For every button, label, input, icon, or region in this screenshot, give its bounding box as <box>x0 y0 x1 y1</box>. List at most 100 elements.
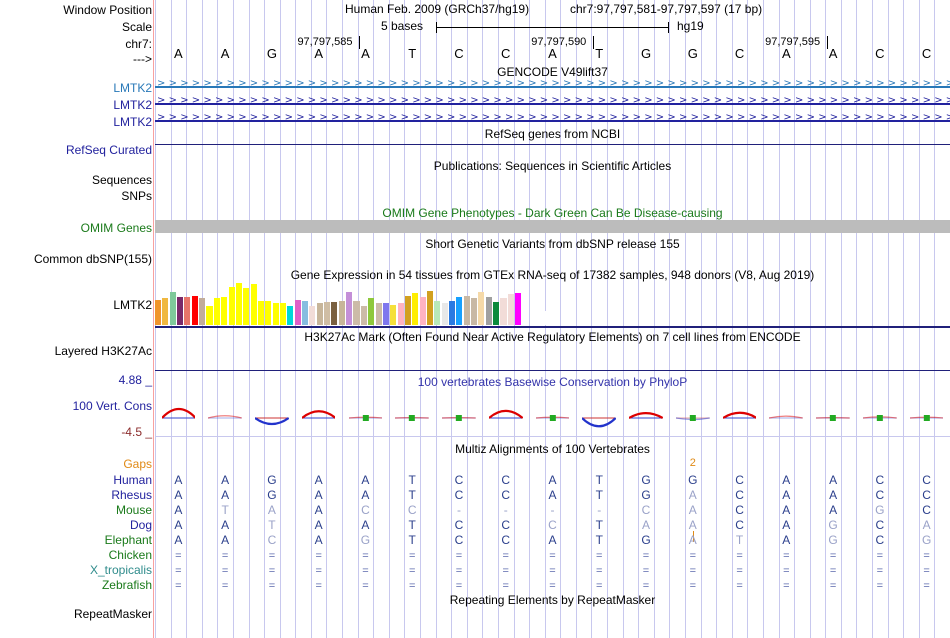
gtex-tissue-bar[interactable] <box>500 298 507 325</box>
gtex-tissue-bar[interactable] <box>243 288 250 325</box>
gtex-tissue-bar[interactable] <box>353 300 360 325</box>
gtex-tissue-bar[interactable] <box>449 300 456 325</box>
gtex-tissue-bar[interactable] <box>360 305 367 325</box>
gtex-tissue-bar[interactable] <box>507 294 514 325</box>
gene-track-row-1[interactable]: > > > > > > > > > > > > > > > > > > > > > > > > > > > > > > > > > > > > > > > >… <box>155 78 950 91</box>
label-cons-name[interactable]: 100 Vert. Cons <box>72 399 152 413</box>
gtex-tissue-bar[interactable] <box>412 293 419 325</box>
gtex-tissue-bar[interactable] <box>368 298 375 325</box>
strand-arrow-icon: > <box>725 112 734 123</box>
gtex-tissue-bar[interactable] <box>537 300 544 325</box>
conservation-arc <box>161 407 196 419</box>
species-label-dog[interactable]: Dog <box>129 518 152 532</box>
strand-arrow-icon: > <box>238 112 247 123</box>
gtex-tissue-bar[interactable] <box>228 286 235 325</box>
label-lmtk2-2[interactable]: LMTK2 <box>113 98 152 112</box>
gtex-tissue-bar[interactable] <box>529 300 536 325</box>
species-label-zebrafish[interactable]: Zebrafish <box>101 578 152 592</box>
gtex-tissue-bar[interactable] <box>191 295 198 325</box>
multiz-unaligned-mark: = <box>268 580 276 592</box>
label-omim-genes[interactable]: OMIM Genes <box>80 221 152 235</box>
multiz-base: C <box>267 533 277 547</box>
gtex-tissue-bar[interactable] <box>279 303 287 325</box>
gridline <box>264 0 265 638</box>
label-common-dbsnp[interactable]: Common dbSNP(155) <box>33 252 152 266</box>
gtex-tissue-bar[interactable] <box>478 291 485 325</box>
gtex-tissue-bar[interactable] <box>324 302 331 325</box>
gtex-tissue-bar[interactable] <box>206 305 213 325</box>
gtex-tissue-bar[interactable] <box>515 293 522 325</box>
gtex-tissue-bar[interactable] <box>522 298 529 325</box>
gtex-tissue-bar[interactable] <box>434 300 441 325</box>
gtex-tissue-bar[interactable] <box>257 300 264 325</box>
species-label-human[interactable]: Human <box>113 473 152 487</box>
gtex-tissue-bar[interactable] <box>162 298 169 325</box>
gtex-tissue-bar[interactable] <box>544 311 551 325</box>
gtex-tissue-bar[interactable] <box>235 283 242 325</box>
label-sequences[interactable]: Sequences <box>91 173 152 187</box>
gtex-tissue-bar[interactable] <box>199 298 206 325</box>
strand-arrow-icon: > <box>934 112 943 123</box>
strand-arrow-icon: > <box>551 78 560 89</box>
gtex-tissue-bar[interactable] <box>294 299 301 325</box>
gtex-tissue-bar[interactable] <box>221 297 228 325</box>
gtex-tissue-bar[interactable] <box>485 297 492 325</box>
gtex-tissue-bar[interactable] <box>302 300 309 325</box>
species-label-mouse[interactable]: Mouse <box>115 503 152 517</box>
strand-arrow-icon: > <box>760 95 769 106</box>
strand-arrow-icon: > <box>528 95 537 106</box>
gtex-tissue-bar[interactable] <box>272 303 279 325</box>
label-refseq-curated[interactable]: RefSeq Curated <box>65 143 152 157</box>
gtex-tissue-bar[interactable] <box>169 291 176 325</box>
strand-arrow-icon: > <box>481 112 491 123</box>
multiz-base: G <box>921 533 932 547</box>
title-multiz: Multiz Alignments of 100 Vertebrates <box>455 442 650 456</box>
gene-track-row-3[interactable]: > > > > > > > > > > > > > > > > > > > > > > > > > > > > > > > > > > > > > > > >… <box>155 112 950 125</box>
gtex-tissue-bar[interactable] <box>338 300 345 325</box>
gtex-tissue-bar[interactable] <box>287 305 294 325</box>
gtex-tissue-bar[interactable] <box>397 303 404 325</box>
strand-arrow-icon: > <box>609 112 618 123</box>
gtex-tissue-bar[interactable] <box>375 303 382 325</box>
strand-arrow-icon: > <box>435 78 444 89</box>
gtex-tissue-bar[interactable] <box>309 305 316 325</box>
strand-arrow-icon: > <box>354 78 363 89</box>
gtex-tissue-bar[interactable] <box>463 295 470 325</box>
gtex-tissue-bar[interactable] <box>346 291 353 325</box>
phylop-conservation-plot[interactable] <box>155 398 950 434</box>
gridline <box>763 0 764 638</box>
data-panel[interactable]: Human Feb. 2009 (GRCh37/hg19) chr7:97,79… <box>155 0 950 638</box>
label-lmtk2-3[interactable]: LMTK2 <box>113 115 152 129</box>
gtex-tissue-bar[interactable] <box>184 297 191 325</box>
gtex-tissue-bar[interactable] <box>331 302 338 325</box>
species-label-x_tropicalis[interactable]: X_tropicalis <box>89 563 152 577</box>
multiz-unaligned-mark: = <box>923 565 930 577</box>
gtex-tissue-bar[interactable] <box>250 284 257 325</box>
species-label-elephant[interactable]: Elephant <box>104 533 152 547</box>
gtex-tissue-bar[interactable] <box>213 298 220 325</box>
label-snps[interactable]: SNPs <box>121 189 152 203</box>
gtex-tissue-bar[interactable] <box>265 300 272 325</box>
gtex-tissue-bar[interactable] <box>382 303 389 325</box>
gtex-tissue-bar[interactable] <box>177 297 184 325</box>
label-gtex-lmtk2[interactable]: LMTK2 <box>113 298 152 312</box>
gtex-expression-barchart[interactable] <box>155 283 553 325</box>
label-lmtk2-1[interactable]: LMTK2 <box>113 81 152 95</box>
label-repeatmasker[interactable]: RepeatMasker <box>73 607 152 621</box>
omim-gene-bar[interactable] <box>155 220 950 233</box>
gtex-tissue-bar[interactable] <box>456 297 463 325</box>
gtex-tissue-bar[interactable] <box>471 298 478 325</box>
gtex-tissue-bar[interactable] <box>155 299 162 325</box>
label-layered-h3k27ac[interactable]: Layered H3K27Ac <box>54 344 152 358</box>
gene-track-row-2[interactable]: > > > > > > > > > > > > > > > > > > > > > > > > > > > > > > > > > > > > > > > >… <box>155 95 950 108</box>
gtex-tissue-bar[interactable] <box>419 297 426 325</box>
gtex-tissue-bar[interactable] <box>404 295 411 325</box>
gtex-tissue-bar[interactable] <box>493 302 500 325</box>
gtex-tissue-bar[interactable] <box>426 290 434 325</box>
gtex-tissue-bar[interactable] <box>316 303 323 325</box>
gtex-tissue-bar[interactable] <box>390 304 397 325</box>
gtex-tissue-bar[interactable] <box>441 303 448 325</box>
species-label-rhesus[interactable]: Rhesus <box>111 488 152 502</box>
species-label-chicken[interactable]: Chicken <box>108 548 152 562</box>
